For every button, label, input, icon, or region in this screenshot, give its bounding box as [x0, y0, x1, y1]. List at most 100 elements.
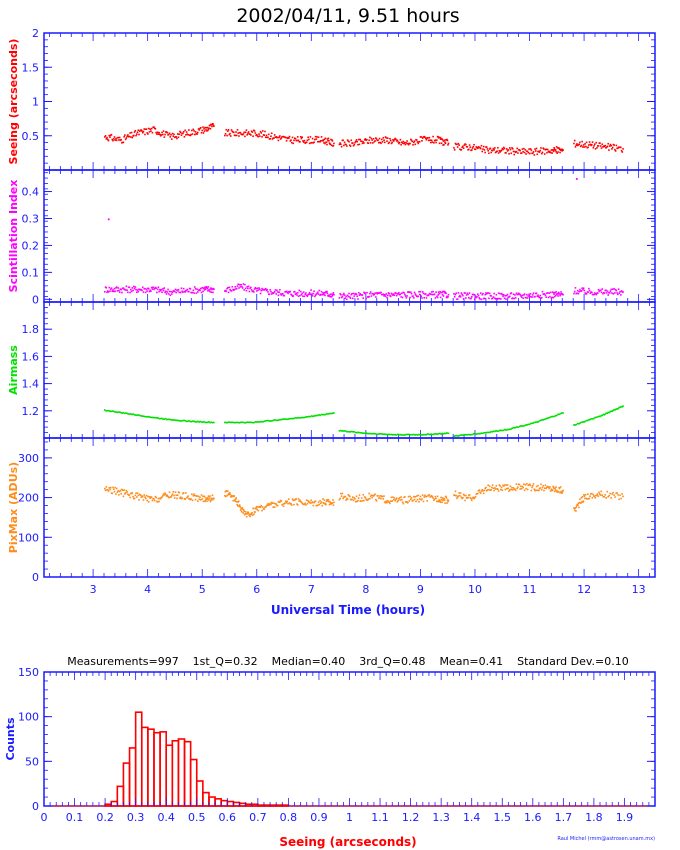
data-point [443, 143, 445, 146]
data-point [203, 128, 205, 130]
data-point [199, 287, 202, 290]
data-point [546, 417, 548, 420]
data-point [540, 296, 543, 299]
data-point [413, 291, 416, 294]
data-point [185, 131, 188, 133]
data-point [290, 141, 293, 144]
data-point [599, 145, 602, 147]
histogram-bar [165, 744, 174, 807]
data-point [232, 131, 235, 134]
data-point [227, 286, 229, 289]
data-point [442, 144, 444, 146]
data-point [243, 131, 245, 134]
data-point [316, 292, 318, 295]
data-point [280, 500, 283, 502]
data-point [108, 134, 111, 137]
data-point [343, 141, 346, 144]
data-point [592, 146, 595, 149]
data-point [393, 294, 396, 297]
data-point [185, 492, 187, 494]
data-point [188, 129, 190, 131]
data-point [417, 494, 420, 497]
data-point [394, 434, 396, 436]
data-point [286, 500, 289, 503]
data-point [354, 141, 356, 144]
data-point [554, 149, 557, 151]
data-point [483, 297, 486, 300]
data-point [423, 297, 425, 299]
data-point [169, 418, 172, 421]
data-point [363, 496, 366, 498]
data-point [522, 425, 525, 427]
data-point [205, 286, 207, 289]
data-point [135, 133, 138, 135]
data-point [472, 496, 475, 499]
data-point [209, 127, 212, 130]
data-point [507, 428, 510, 431]
data-point [540, 147, 542, 149]
data-point [170, 293, 173, 295]
data-point [418, 501, 420, 503]
data-point [611, 146, 614, 149]
data-point [527, 151, 530, 154]
data-point [171, 132, 174, 135]
data-point [408, 500, 411, 502]
data-point [142, 499, 145, 501]
series-segment-2 [338, 135, 450, 148]
data-point [260, 504, 263, 507]
data-point [273, 502, 275, 504]
data-point [529, 484, 532, 487]
data-point [169, 294, 172, 297]
data-point [538, 296, 541, 299]
data-point [505, 429, 507, 431]
data-point [327, 499, 330, 501]
data-point [167, 418, 169, 421]
data-point [439, 296, 442, 299]
data-point [497, 297, 499, 300]
data-point [144, 291, 147, 294]
data-point [332, 292, 335, 294]
data-point [177, 136, 180, 139]
data-point [279, 138, 282, 140]
data-point [163, 287, 166, 289]
data-point [432, 290, 434, 293]
series-segment-1 [224, 489, 335, 518]
data-point [393, 497, 396, 499]
data-point [340, 495, 343, 497]
data-point [430, 141, 432, 144]
data-point [593, 495, 596, 497]
data-point [248, 290, 251, 293]
data-point [209, 290, 211, 293]
data-point [577, 504, 579, 507]
data-point [310, 289, 312, 291]
data-point [247, 285, 250, 288]
data-point [164, 291, 166, 294]
data-point [444, 141, 446, 144]
data-point [308, 142, 311, 145]
data-point [391, 141, 394, 144]
data-point [125, 489, 128, 492]
data-point [179, 130, 181, 133]
data-point [305, 292, 307, 294]
data-point [439, 290, 441, 293]
data-point [405, 297, 408, 299]
data-point [412, 144, 414, 146]
data-point [461, 146, 463, 149]
data-point [422, 433, 425, 436]
data-point [440, 142, 443, 145]
data-point [428, 494, 431, 496]
data-point [414, 293, 417, 295]
data-point [462, 497, 464, 499]
data-point [622, 148, 624, 150]
data-point [516, 147, 518, 150]
data-point [432, 135, 434, 138]
data-point [343, 430, 346, 432]
data-point [126, 289, 128, 291]
data-point [488, 485, 491, 488]
data-point [499, 429, 501, 432]
data-point [365, 297, 367, 300]
data-point [255, 421, 257, 423]
data-point [208, 499, 210, 501]
data-point [364, 497, 367, 499]
data-point [148, 131, 151, 133]
